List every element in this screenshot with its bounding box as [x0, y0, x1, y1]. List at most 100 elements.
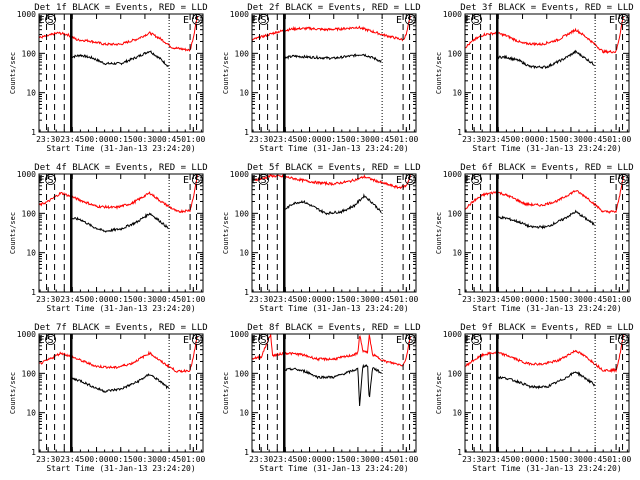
x-tick-label: 00:30	[346, 455, 370, 464]
y-tick-label: 100	[22, 49, 37, 58]
y-tick-label: 100	[235, 209, 250, 218]
x-axis-label: Start Time (31-Jan-13 23:24:20)	[259, 144, 408, 153]
panel-3: Det 3f BLACK = Events, RED = LLDESES1101…	[435, 3, 634, 153]
y-axis-label: Counts/sec	[435, 372, 443, 414]
series-events	[70, 373, 169, 393]
x-tick-label: 23:45	[486, 455, 510, 464]
x-tick-label: 00:45	[157, 135, 181, 144]
panel-title: Det 8f BLACK = Events, RED = LLD	[247, 323, 420, 333]
x-tick-label: 23:30	[249, 295, 273, 304]
x-tick-label: 01:00	[181, 295, 205, 304]
y-tick-label: 10	[452, 409, 462, 418]
y-tick-label: 10	[26, 249, 36, 258]
x-tick-label: 01:00	[394, 455, 418, 464]
plot-frame	[38, 13, 204, 133]
y-tick-label: 1000	[230, 170, 249, 179]
x-tick-label: 23:30	[249, 455, 273, 464]
panel-4: Det 4f BLACK = Events, RED = LLDESES1101…	[9, 163, 208, 313]
x-tick-label: 00:30	[559, 135, 583, 144]
x-tick-label: 01:00	[394, 295, 418, 304]
y-tick-label: 10	[452, 89, 462, 98]
x-tick-label: 00:15	[109, 295, 133, 304]
y-tick-label: 1	[244, 128, 249, 137]
x-tick-label: 00:15	[322, 455, 346, 464]
marker-s: S	[407, 175, 413, 186]
x-tick-label: 00:45	[583, 135, 607, 144]
marker-e: E	[183, 175, 189, 186]
y-axis-label: Counts/sec	[435, 212, 443, 254]
x-tick-label: 00:45	[370, 295, 394, 304]
x-tick-label: 01:00	[607, 455, 631, 464]
plot-frame	[464, 13, 630, 133]
panel-7: Det 7f BLACK = Events, RED = LLDESES1101…	[9, 323, 208, 473]
y-tick-label: 1000	[443, 10, 462, 19]
y-tick-label: 1000	[230, 10, 249, 19]
x-tick-label: 00:00	[510, 295, 534, 304]
x-tick-label: 00:30	[346, 135, 370, 144]
panel-8: Det 8f BLACK = Events, RED = LLDESES1101…	[222, 323, 421, 473]
x-tick-label: 01:00	[394, 135, 418, 144]
y-tick-label: 1000	[230, 330, 249, 339]
x-tick-label: 00:00	[510, 135, 534, 144]
panel-1: Det 1f BLACK = Events, RED = LLDESES1101…	[9, 3, 208, 153]
x-tick-label: 23:30	[36, 455, 60, 464]
x-tick-label: 00:45	[583, 455, 607, 464]
x-tick-label: 00:15	[322, 135, 346, 144]
marker-s: S	[194, 175, 200, 186]
series-lld	[465, 16, 624, 55]
y-tick-label: 1	[457, 128, 462, 137]
y-tick-label: 10	[239, 249, 249, 258]
series-lld	[252, 15, 411, 42]
series-lld	[465, 175, 624, 215]
x-tick-label: 23:30	[462, 295, 486, 304]
x-tick-label: 00:30	[559, 295, 583, 304]
x-tick-label: 00:45	[157, 455, 181, 464]
panel-5: Det 5f BLACK = Events, RED = LLDESES1101…	[222, 163, 421, 313]
y-axis-label: Counts/sec	[435, 52, 443, 94]
x-axis-label: Start Time (31-Jan-13 23:24:20)	[46, 304, 195, 313]
plot-frame	[251, 333, 417, 453]
x-tick-label: 00:15	[535, 455, 559, 464]
y-tick-label: 1000	[443, 330, 462, 339]
marker-e: E	[183, 15, 189, 26]
y-tick-label: 1000	[17, 170, 36, 179]
panel-title: Det 3f BLACK = Events, RED = LLD	[460, 3, 633, 13]
series-events	[283, 363, 382, 407]
y-tick-label: 1000	[17, 330, 36, 339]
x-tick-label: 00:00	[297, 295, 321, 304]
y-axis-label: Counts/sec	[222, 372, 230, 414]
x-tick-label: 00:00	[84, 135, 108, 144]
x-tick-label: 01:00	[181, 455, 205, 464]
plot-frame	[464, 173, 630, 293]
y-tick-label: 100	[448, 49, 463, 58]
x-axis-label: Start Time (31-Jan-13 23:24:20)	[46, 144, 195, 153]
x-tick-label: 23:30	[249, 135, 273, 144]
plot-frame	[38, 173, 204, 293]
x-tick-label: 23:30	[462, 455, 486, 464]
y-axis-label: Counts/sec	[9, 372, 17, 414]
y-axis-label: Counts/sec	[222, 52, 230, 94]
marker-s: S	[407, 335, 413, 346]
x-tick-label: 00:15	[535, 135, 559, 144]
x-tick-label: 23:45	[273, 295, 297, 304]
y-tick-label: 10	[452, 249, 462, 258]
y-tick-label: 10	[26, 89, 36, 98]
series-events	[283, 193, 382, 216]
series-events	[496, 371, 595, 390]
series-lld	[39, 175, 198, 214]
panel-title: Det 7f BLACK = Events, RED = LLD	[34, 323, 207, 333]
y-tick-label: 1	[244, 288, 249, 297]
series-lld	[465, 335, 624, 374]
x-tick-label: 01:00	[181, 135, 205, 144]
marker-e: E	[396, 15, 402, 26]
x-tick-label: 00:45	[157, 295, 181, 304]
marker-s: S	[48, 15, 54, 26]
x-tick-label: 23:30	[36, 295, 60, 304]
panel-title: Det 5f BLACK = Events, RED = LLD	[247, 163, 420, 173]
x-axis-label: Start Time (31-Jan-13 23:24:20)	[46, 464, 195, 473]
series-lld	[252, 174, 411, 190]
marker-s: S	[474, 15, 480, 26]
x-axis-label: Start Time (31-Jan-13 23:24:20)	[259, 304, 408, 313]
panel-9: Det 9f BLACK = Events, RED = LLDESES1101…	[435, 323, 634, 473]
y-tick-label: 1	[31, 448, 36, 457]
